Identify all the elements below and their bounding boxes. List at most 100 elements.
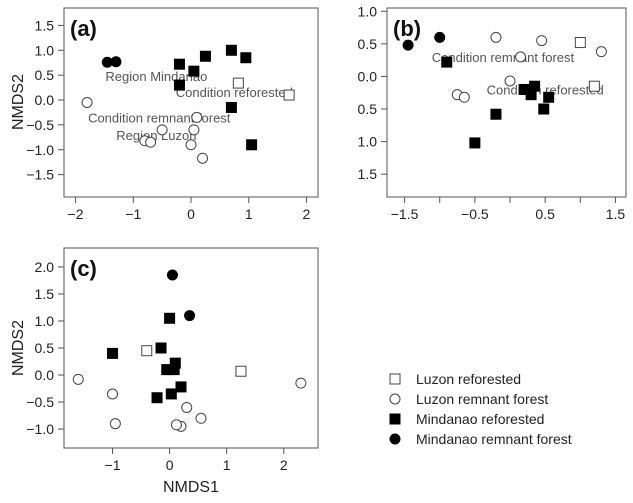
data-point — [283, 89, 295, 101]
data-point — [225, 44, 237, 56]
y-tick-label: 1.5 — [358, 166, 378, 182]
x-tick-label: 1 — [245, 206, 253, 222]
plot-frame — [386, 7, 627, 198]
legend-marker — [389, 433, 401, 445]
data-point — [295, 377, 307, 389]
x-tick-label: 2 — [280, 457, 288, 473]
data-point — [166, 269, 178, 281]
data-point — [185, 139, 197, 151]
data-point — [145, 136, 157, 148]
x-tick-label: −1.5 — [391, 206, 419, 222]
y-tick-label: 0.5 — [358, 36, 378, 52]
data-point — [402, 39, 414, 51]
y-tick-label: 1.5 — [35, 286, 55, 302]
data-point — [458, 91, 470, 103]
data-point — [235, 365, 247, 377]
data-point — [173, 79, 185, 91]
data-point — [529, 80, 541, 92]
y-tick-label: −1.0 — [26, 142, 54, 158]
legend-marker — [389, 393, 401, 405]
data-point — [151, 392, 163, 404]
data-point — [188, 124, 200, 136]
x-tick-label: 0 — [166, 457, 174, 473]
panel-c: −1 0 1 2 2.0 1.5 1.0 0.5 0.0 −0.5 −1.0 (c) NMDS2 NMDS… — [10, 247, 319, 496]
x-tick-label: −0.5 — [461, 206, 489, 222]
data-point — [165, 388, 177, 400]
y-tick-label: 0.5 — [358, 101, 378, 117]
y-tick-label: −1.0 — [26, 421, 54, 437]
data-point — [490, 108, 502, 120]
legend-marker — [389, 413, 401, 425]
legend-label: Luzon remnant forest — [416, 391, 548, 407]
data-point — [441, 56, 453, 68]
legend-label: Mindanao reforested — [416, 411, 544, 427]
data-point — [81, 97, 93, 108]
y-axis-title: NMDS2 — [10, 320, 27, 376]
data-point — [195, 412, 207, 424]
annotation-label: Condition reforested — [487, 82, 604, 97]
data-point — [141, 345, 153, 357]
data-point — [161, 364, 173, 376]
annotation-label: Condition remnant forest — [432, 50, 575, 65]
data-point — [588, 80, 600, 92]
data-point — [469, 137, 481, 149]
data-point — [199, 50, 211, 62]
data-point — [225, 101, 237, 113]
data-point — [191, 111, 203, 123]
data-point — [110, 56, 122, 68]
annotation-label: Region Luzon — [116, 128, 196, 143]
data-point — [109, 418, 121, 430]
plot-frame — [63, 7, 319, 198]
y-tick-label: 0.0 — [358, 68, 378, 84]
data-point — [232, 77, 244, 89]
y-tick-label: 1.0 — [35, 42, 55, 58]
annotation-label: Condition reforested — [176, 85, 293, 100]
data-point — [434, 31, 446, 43]
y-axis-title: NMDS2 — [10, 74, 27, 130]
panel-label: (a) — [70, 16, 97, 41]
x-tick-label: 0 — [187, 206, 195, 222]
panel-a: −2 −1 0 1 2 1.5 1.0 0.5 0.0 −0.5 −1.0 −1.5 (a) NMDS2 R… — [10, 7, 319, 222]
y-tick-label: −1.5 — [26, 167, 54, 183]
data-point — [170, 419, 182, 431]
data-point — [543, 91, 555, 103]
panel-b: −1.5 −0.5 0.5 1.5 1.0 0.5 0.0 0.5 1.0 1.5 (b) Condi… — [358, 3, 627, 222]
data-point — [515, 51, 527, 63]
data-point — [155, 342, 167, 354]
data-point — [197, 152, 209, 164]
y-tick-label: −0.5 — [26, 117, 54, 133]
y-tick-label: 1.5 — [35, 17, 55, 33]
x-tick-label: 2 — [303, 206, 311, 222]
legend-label: Luzon reforested — [416, 371, 521, 387]
data-point — [188, 65, 200, 77]
data-point — [107, 388, 119, 400]
data-point — [173, 58, 185, 70]
x-tick-label: 1.5 — [606, 206, 626, 222]
x-tick-label: 1 — [223, 457, 231, 473]
data-point — [72, 373, 84, 385]
y-tick-label: 1.0 — [358, 3, 378, 19]
y-tick-label: 0.5 — [35, 340, 55, 356]
x-tick-label: −1 — [105, 457, 121, 473]
data-point — [181, 401, 193, 413]
data-point — [538, 103, 550, 115]
data-point — [107, 347, 119, 359]
data-point — [490, 31, 502, 43]
y-tick-label: 0.0 — [35, 367, 55, 383]
x-tick-label: −1 — [125, 206, 141, 222]
panel-label: (b) — [393, 16, 421, 41]
legend-marker — [389, 373, 401, 385]
data-point — [574, 37, 586, 49]
x-tick-label: 0.5 — [535, 206, 555, 222]
y-tick-label: 1.0 — [35, 313, 55, 329]
data-point — [240, 52, 252, 64]
annotation-label: Condition remnant forest — [88, 110, 231, 125]
x-tick-label: −2 — [68, 206, 84, 222]
x-axis-title: NMDS1 — [163, 479, 219, 496]
data-point — [246, 139, 258, 151]
legend: Luzon reforested Luzon remnant forest Mind… — [389, 371, 572, 447]
data-point — [504, 75, 516, 87]
plot-frame — [63, 247, 319, 449]
data-point — [164, 312, 176, 324]
